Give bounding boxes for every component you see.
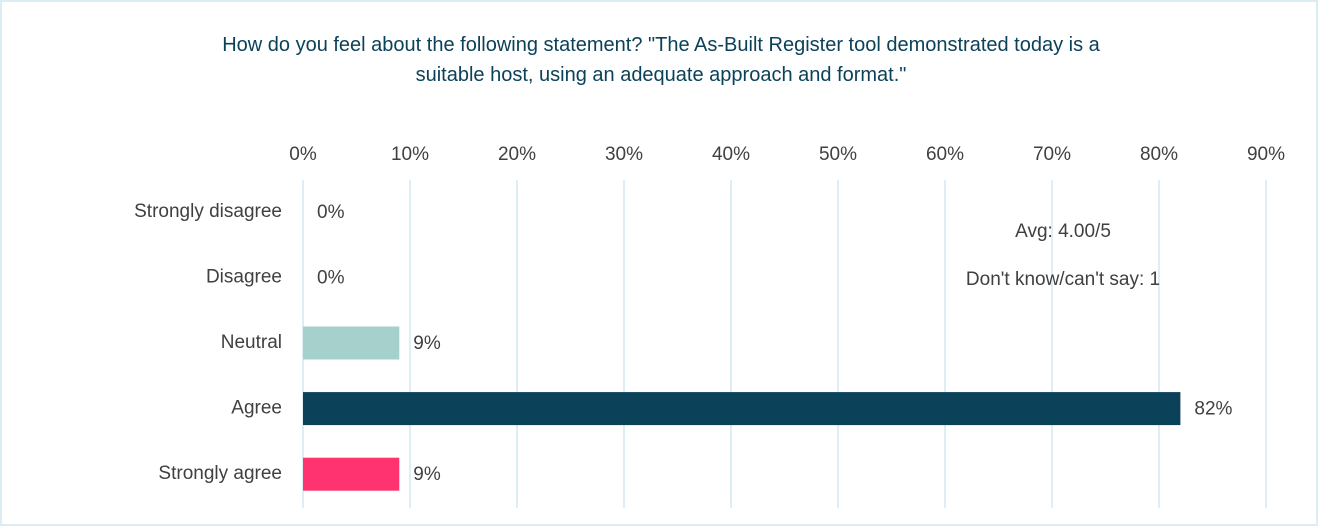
x-tick-label: 30% <box>605 144 643 165</box>
chart-title: How do you feel about the following stat… <box>222 34 1100 86</box>
x-tick-label: 20% <box>498 144 536 165</box>
value-label: 9% <box>413 333 441 354</box>
y-tick-label: Strongly disagree <box>134 201 282 222</box>
x-tick-label: 60% <box>926 144 964 165</box>
value-label: 0% <box>317 202 345 223</box>
value-label: 0% <box>317 267 345 288</box>
x-tick-label: 40% <box>712 144 750 165</box>
x-tick-label: 70% <box>1033 144 1071 165</box>
x-tick-label: 90% <box>1247 144 1285 165</box>
x-tick-label: 0% <box>289 144 317 165</box>
x-tick-label: 10% <box>391 144 429 165</box>
bar <box>303 392 1181 426</box>
y-tick-label: Strongly agree <box>158 463 282 484</box>
y-tick-label: Neutral <box>221 332 282 353</box>
value-label: 82% <box>1194 399 1232 420</box>
bar <box>303 457 400 491</box>
x-tick-label: 50% <box>819 144 857 165</box>
bar <box>303 326 400 360</box>
annotation: Avg: 4.00/5 <box>1015 221 1111 242</box>
x-tick-label: 80% <box>1140 144 1178 165</box>
y-tick-label: Agree <box>231 398 282 419</box>
value-label: 9% <box>413 464 441 485</box>
y-tick-label: Disagree <box>206 266 282 287</box>
annotation: Don't know/can't say: 1 <box>965 269 1161 290</box>
